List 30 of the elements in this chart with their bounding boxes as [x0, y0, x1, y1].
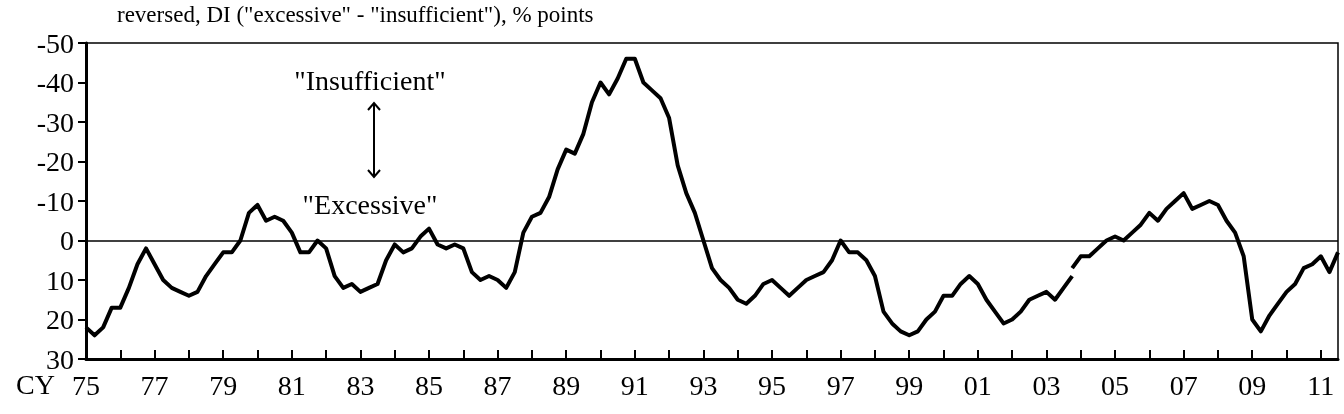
x-tick-label: 11: [1307, 369, 1335, 401]
y-tick-label: -40: [36, 67, 74, 98]
x-tick-label: 91: [620, 369, 649, 401]
x-tick-label: 09: [1238, 369, 1267, 401]
x-tick-label: 89: [552, 369, 581, 401]
y-tick-label: -10: [36, 185, 74, 217]
annotation: "Insufficient": [294, 64, 446, 96]
x-tick-label: 87: [483, 369, 512, 401]
x-tick-label: 85: [415, 369, 444, 401]
annotation: "Excessive": [302, 188, 438, 220]
x-tick-label: 07: [1169, 369, 1198, 401]
x-tick-label: 77: [140, 369, 169, 401]
x-tick-label: 93: [689, 369, 718, 401]
x-tick-label: 99: [895, 369, 924, 401]
y-tick-label: -50: [36, 27, 74, 59]
x-tick-label: 75: [72, 369, 100, 401]
x-tick-label: 95: [758, 369, 787, 401]
y-tick-label: -20: [36, 146, 74, 177]
y-tick-label: 20: [46, 304, 74, 335]
x-tick-label: 97: [826, 369, 855, 401]
y-tick-label: 0: [60, 225, 74, 256]
x-tick-label: 05: [1101, 369, 1130, 401]
x-tick-label: 81: [277, 369, 306, 401]
y-axis-title: reversed, DI ("excessive" - "insufficient"), % points: [117, 2, 594, 27]
x-tick-label: 01: [963, 369, 992, 401]
x-tick-label: 03: [1032, 369, 1061, 401]
x-tick-label: 79: [209, 369, 238, 401]
y-tick-label: -30: [36, 106, 74, 138]
x-tick-label: 83: [346, 369, 375, 401]
y-tick-label: 10: [46, 264, 74, 296]
